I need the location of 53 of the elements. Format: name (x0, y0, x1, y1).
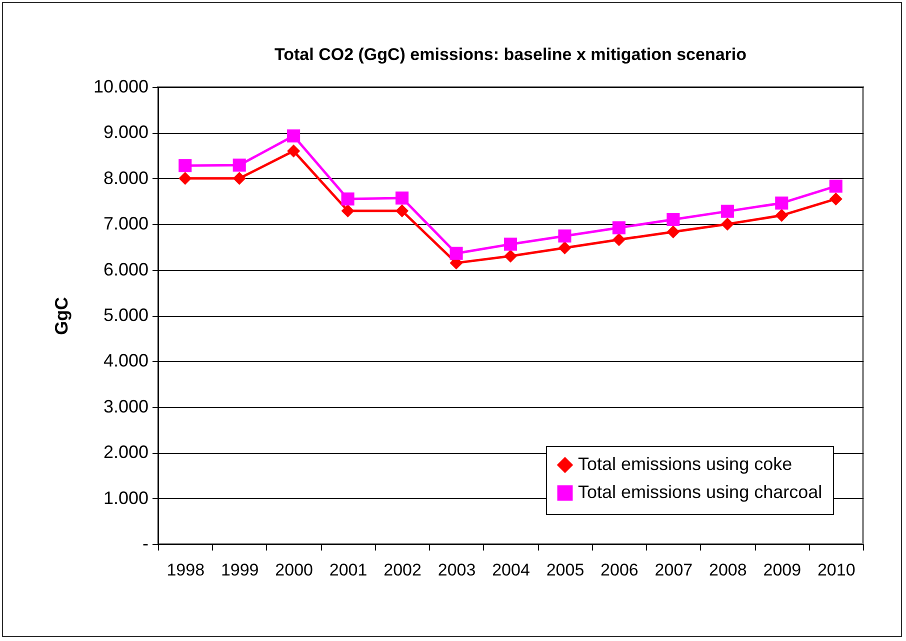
legend-label: Total emissions using charcoal (578, 482, 822, 502)
y-tick-label: 6.000 (103, 259, 148, 280)
point (775, 196, 788, 210)
y-tick-label: 9.000 (103, 122, 148, 142)
point (504, 250, 518, 263)
point (829, 192, 842, 206)
y-tick-label: - (142, 534, 148, 554)
y-tick-label: 7.000 (103, 214, 148, 234)
x-tick-label: 2007 (654, 560, 693, 580)
x-tick-label: 2002 (384, 560, 422, 580)
x-tick-label: 2005 (546, 560, 584, 580)
point (558, 241, 572, 254)
y-tick-label: 8.000 (103, 168, 148, 188)
x-tick-label: 2010 (817, 560, 856, 580)
y-tick-label: 4.000 (103, 350, 148, 371)
point (829, 180, 842, 193)
x-tick-label: 2008 (709, 560, 747, 580)
point (232, 172, 246, 185)
y-tick-label: 5.000 (103, 305, 148, 325)
x-tick-label: 2009 (763, 560, 802, 580)
point (450, 246, 463, 260)
point (341, 192, 354, 206)
y-axis-title: GgC (51, 297, 72, 335)
point (396, 192, 409, 205)
y-tick-label: 1.000 (103, 488, 148, 508)
x-tick-label: 1998 (166, 560, 205, 580)
point (666, 225, 680, 238)
point (178, 159, 192, 172)
point (666, 213, 680, 226)
point (396, 204, 409, 218)
point (720, 204, 734, 218)
point (720, 218, 734, 231)
point (775, 208, 788, 222)
x-tick-label: 1999 (220, 560, 259, 580)
x-tick-label: 2006 (600, 560, 638, 580)
point (287, 129, 300, 142)
point (612, 221, 626, 234)
point (504, 238, 518, 251)
point (612, 233, 626, 246)
y-tick-label: 3.000 (103, 396, 148, 416)
x-tick-label: 2003 (438, 560, 476, 580)
x-tick-label: 2000 (275, 560, 313, 580)
chart-title: Total CO2 (GgC) emissions: baseline x mitigation scenario (274, 45, 747, 64)
x-tick-label: 2001 (329, 560, 368, 580)
point (558, 229, 572, 242)
point (341, 204, 354, 218)
y-tick-label: 10.000 (93, 76, 148, 96)
point (232, 158, 246, 172)
point (178, 172, 192, 185)
y-tick-label: 2.000 (103, 442, 148, 462)
x-tick-label: 2004 (492, 560, 530, 580)
legend-label: Total emissions using coke (578, 454, 792, 474)
point (287, 144, 300, 158)
